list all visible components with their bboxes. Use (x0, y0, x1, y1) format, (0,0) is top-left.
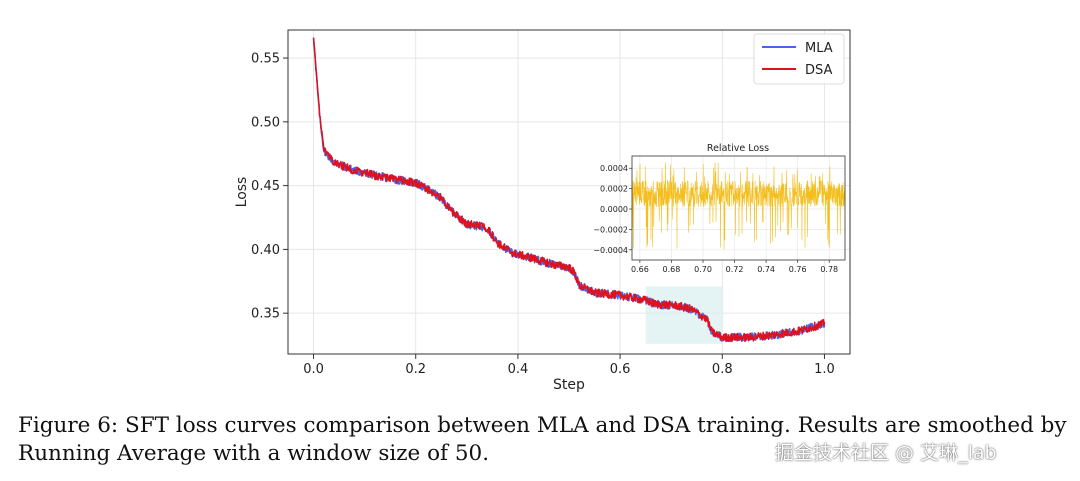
zoom-highlight-region (645, 286, 723, 344)
main-y-tick-label: 0.55 (251, 52, 280, 67)
inset-x-ticks: 0.66 0.68 0.70 0.72 0.74 0.76 0.78 (631, 260, 838, 274)
main-y-tick-label: 0.35 (251, 307, 280, 322)
x-axis-label: Step (553, 377, 585, 393)
series-line-dsa (312, 37, 826, 343)
main-x-tick-label: 0.0 (303, 362, 324, 377)
main-x-tick-label: 0.6 (610, 362, 631, 377)
inset-x-tick-label: 0.74 (757, 265, 775, 274)
inset-series (631, 162, 846, 250)
inset-series-line (631, 162, 846, 250)
main-x-tick-label: 0.4 (508, 362, 529, 377)
main-x-ticks: 0.0 0.2 0.4 0.6 0.8 1.0 (303, 354, 835, 377)
y-axis-label: Loss (234, 177, 250, 208)
legend-mla-label: MLA (805, 41, 833, 56)
main-y-tick-label: 0.45 (251, 179, 280, 194)
inset-title: Relative Loss (707, 143, 769, 154)
inset-x-tick-label: 0.78 (820, 265, 838, 274)
inset-x-tick-label: 0.66 (631, 265, 649, 274)
inset-y-tick-label: 0.0000 (600, 205, 628, 214)
main-x-tick-label: 0.8 (712, 362, 733, 377)
inset-y-tick-label: 0.0004 (600, 164, 628, 173)
main-axes-frame (287, 29, 851, 355)
inset-x-tick-label: 0.68 (663, 265, 681, 274)
main-x-tick-label: 1.0 (814, 362, 835, 377)
watermark: 掘金技术社区 @ 艾琳_lab (775, 442, 997, 464)
main-series (312, 37, 826, 343)
inset-axes-frame (631, 155, 846, 261)
figure: 0.0 0.2 0.4 0.6 0.8 1.0 0.350.400.450.500.55 … (234, 29, 851, 393)
main-y-tick-label: 0.50 (251, 115, 280, 130)
inset-y-ticks: −0.0004 −0.0002 0.0000 0.0002 0.0004 (593, 164, 632, 255)
inset-x-tick-label: 0.70 (694, 265, 712, 274)
inset-chart: 0.66 0.68 0.70 0.72 0.74 0.76 0.78 −0.0004−0.0… (593, 143, 846, 274)
main-y-ticks: 0.35 0.40 0.45 0.50 0.55 (251, 52, 288, 322)
inset-y-tick-label: −0.0002 (593, 225, 628, 234)
inset-y-tick-label: 0.0002 (600, 185, 628, 194)
inset-y-tick-label: −0.0004 (593, 246, 628, 255)
legend-dsa-label: DSA (805, 63, 833, 78)
legend: MLA DSA (753, 33, 845, 85)
main-y-tick-label: 0.40 (251, 243, 280, 258)
main-x-tick-label: 0.2 (405, 362, 426, 377)
inset-x-tick-label: 0.76 (789, 265, 807, 274)
figure-caption: Figure 6: SFT loss curves comparison bet… (18, 413, 1067, 466)
inset-background (632, 156, 845, 260)
inset-x-tick-label: 0.72 (726, 265, 744, 274)
